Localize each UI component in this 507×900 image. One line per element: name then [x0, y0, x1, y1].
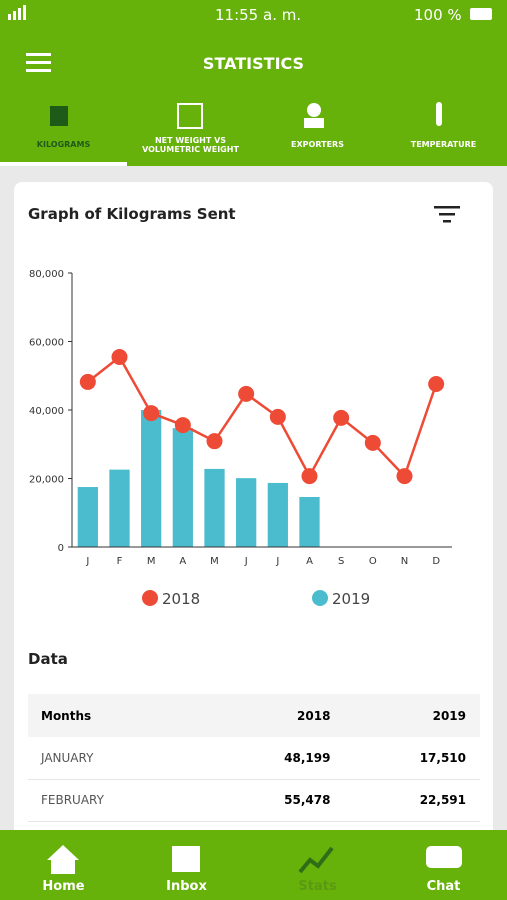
status-time: 11:55 a. m.: [215, 6, 302, 24]
chart: 0 20,000 40,000 60,000 80,000 J F M A M J J A S O N D 201…: [29, 269, 452, 608]
nav-chat[interactable]: Chat: [426, 879, 461, 894]
tab[interactable]: TEMPERATURE: [410, 140, 477, 149]
x-tick-label: O: [369, 556, 377, 567]
bar: [172, 428, 193, 547]
x-tick-label: D: [432, 556, 440, 567]
x-tick-label: F: [117, 556, 123, 567]
header-icons: [0, 5, 492, 166]
point: [206, 433, 223, 450]
x-tick-label: J: [275, 556, 279, 567]
table-header: Months 2018 2019: [28, 694, 480, 737]
x-tick-label: N: [401, 556, 408, 567]
cell: JANUARY: [41, 750, 94, 765]
header-cell: Months: [41, 708, 92, 723]
point: [238, 385, 255, 402]
line: [87, 355, 438, 479]
point: [428, 375, 445, 392]
legend-label: 2019: [332, 590, 370, 608]
data-table: Months 2018 2019 JANUARY 48,199 17,510 F…: [28, 694, 480, 822]
table-row: JANUARY 48,199 17,510: [28, 737, 480, 779]
nav-home[interactable]: Home: [42, 879, 85, 894]
cell: 17,510: [419, 750, 466, 765]
point: [301, 468, 318, 485]
bar: [109, 469, 130, 547]
tab[interactable]: NET WEIGHT VS VOLUMETRIC WEIGHT: [127, 136, 254, 154]
chart-title: Graph of Kilograms Sent: [28, 205, 236, 223]
cell: 55,478: [284, 793, 331, 807]
header-cell: 2019: [432, 708, 466, 723]
bottom-nav: [0, 830, 507, 900]
x-tick-label: A: [179, 556, 186, 567]
bar: [77, 487, 98, 547]
section-title: Data: [28, 650, 68, 668]
header-cell: 2018: [297, 708, 331, 723]
x-tick-label: J: [85, 556, 89, 567]
y-tick-label: 0: [58, 543, 64, 554]
nav-inbox[interactable]: Inbox: [166, 879, 207, 894]
x-tick-label: J: [244, 556, 248, 567]
x-tick-label: S: [338, 556, 344, 567]
point: [79, 373, 96, 390]
nav-icons: [47, 845, 462, 874]
bar: [204, 468, 225, 547]
filter-button[interactable]: [434, 204, 462, 226]
tab[interactable]: KILOGRAMS: [36, 140, 91, 149]
bar: [236, 478, 257, 547]
point: [333, 409, 350, 426]
bar: [267, 482, 288, 547]
x-tick-label: M: [147, 556, 156, 567]
cell: FEBRUARY: [41, 793, 104, 807]
status-battery: 100 %: [414, 6, 462, 24]
tab[interactable]: EXPORTERS: [291, 140, 344, 149]
legend-label: 2018: [162, 590, 200, 608]
bar: [141, 410, 162, 547]
point: [174, 417, 191, 434]
point: [269, 408, 286, 425]
header-title: STATISTICS: [202, 54, 305, 73]
tab-line: NET WEIGHT VS: [154, 136, 227, 145]
table-row: FEBRUARY 55,478 22,591: [28, 779, 480, 821]
legend-marker: [312, 590, 328, 606]
tab-line: VOLUMETRIC WEIGHT: [142, 145, 239, 154]
point: [396, 468, 413, 485]
cell: 48,199: [284, 750, 331, 765]
legend-marker: [142, 590, 158, 606]
menu-button[interactable]: [26, 53, 51, 72]
point: [111, 348, 128, 365]
point: [143, 405, 160, 422]
y-tick-label: 20,000: [29, 475, 64, 486]
x-tick-label: M: [210, 556, 219, 567]
bar: [299, 496, 320, 547]
y-tick-label: 40,000: [29, 406, 64, 417]
y-tick-label: 80,000: [29, 269, 64, 280]
y-tick-label: 60,000: [29, 338, 64, 349]
x-tick-label: A: [306, 556, 313, 567]
point: [364, 434, 381, 451]
cell: 22,591: [419, 793, 466, 807]
nav-stats[interactable]: Stats: [298, 879, 337, 894]
app-header: [0, 0, 507, 166]
